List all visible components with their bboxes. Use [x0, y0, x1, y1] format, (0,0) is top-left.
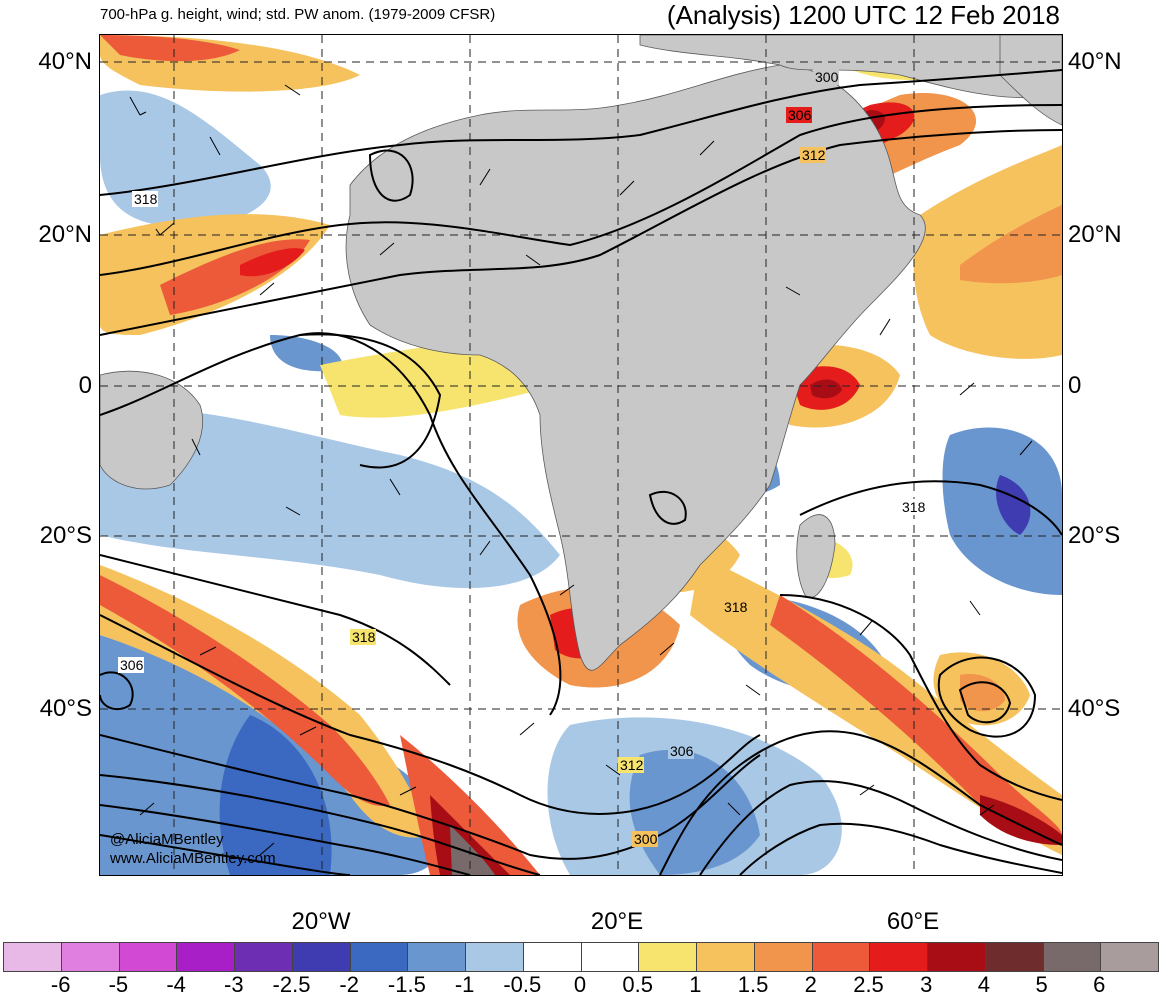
- colorbar-swatch: [177, 943, 235, 971]
- colorbar-swatch: [639, 943, 697, 971]
- map-panel: 300 306 312 318 318 318 318 306 312 306 …: [99, 34, 1063, 876]
- colorbar-swatch: [754, 943, 813, 971]
- contour-label: 300: [634, 831, 658, 847]
- contour-label: 318: [902, 499, 926, 515]
- colorbar-tick-label: 2: [804, 972, 817, 997]
- colorbar-tick-label: -1.5: [387, 972, 426, 997]
- contour-label: 318: [724, 599, 748, 615]
- credit-website: www.AliciaMBentley.com: [110, 850, 276, 867]
- contour-label: 306: [788, 107, 812, 123]
- colorbar-swatch: [119, 943, 178, 971]
- colorbar-tick-label: 1.5: [737, 972, 769, 997]
- lat-label-eq-right: 0: [1068, 372, 1082, 399]
- lat-label-20s-right: 20°S: [1068, 522, 1121, 549]
- lat-label-40n-right: 40°N: [1068, 48, 1122, 75]
- colorbar-swatch: [61, 943, 120, 971]
- credit-handle: @AliciaMBentley: [110, 831, 224, 848]
- map-title: (Analysis) 1200 UTC 12 Feb 2018: [666, 0, 1060, 30]
- colorbar-tick-label: -2.5: [272, 972, 311, 997]
- colorbar-swatch: [928, 943, 986, 971]
- colorbar-tick-label: 1: [689, 972, 702, 997]
- colorbar-tick-label: 0: [573, 972, 587, 997]
- colorbar-tick-label: -1: [454, 972, 475, 997]
- colorbar-tick-label: -2: [339, 972, 359, 997]
- colorbar-swatch: [350, 943, 409, 971]
- height-contours: [100, 69, 1062, 875]
- contour-label: 306: [120, 657, 144, 673]
- colorbar-swatch: [985, 943, 1044, 971]
- lon-label-20w: 20°W: [291, 908, 351, 935]
- colorbar-swatch: [697, 943, 755, 971]
- lon-label-60e: 60°E: [886, 908, 940, 935]
- wind-barbs: [129, 84, 1033, 856]
- contour-label: 312: [802, 147, 826, 163]
- lat-label-20n-right: 20°N: [1068, 221, 1122, 248]
- map-canvas: 300 306 312 318 318 318 318 306 312 306 …: [100, 35, 1062, 875]
- colorbar-tick-label: -6: [50, 972, 71, 997]
- contour-label: 306: [670, 743, 694, 759]
- contour-labels: 300 306 312 318 318 318 318 306 312 306 …: [118, 69, 926, 847]
- contour-label: 318: [134, 191, 158, 207]
- colorbar-swatch: [870, 943, 928, 971]
- lat-label-eq-left: 0: [78, 372, 92, 399]
- graticule: [100, 35, 1062, 875]
- map-subtitle: 700-hPa g. height, wind; std. PW anom. (…: [100, 6, 496, 23]
- contour-label: 318: [352, 629, 376, 645]
- colorbar-tick-label: 6: [1093, 972, 1106, 997]
- lat-label-40s-left: 40°S: [39, 695, 92, 722]
- colorbar-tick-label: -3: [224, 972, 244, 997]
- colorbar-swatch: [466, 943, 524, 971]
- colorbar-swatch: [292, 943, 351, 971]
- lon-label-20e: 20°E: [590, 908, 644, 935]
- colorbar-tick-label: -5: [108, 972, 129, 997]
- colorbar-tick-label: 5: [1035, 972, 1048, 997]
- lat-label-40n-left: 40°N: [38, 48, 92, 75]
- contour-label: 300: [815, 69, 839, 85]
- colorbar-swatch: [1043, 943, 1102, 971]
- contour-label: 312: [620, 757, 644, 773]
- colorbar-tick-label: -4: [166, 972, 186, 997]
- lat-label-20s-left: 20°S: [39, 522, 92, 549]
- colorbar-swatch: [523, 943, 582, 971]
- colorbar-swatch: [1101, 943, 1158, 971]
- colorbar-tick-label: 4: [977, 972, 991, 997]
- lat-label-20n-left: 20°N: [38, 221, 92, 248]
- land-areas: [100, 35, 1062, 671]
- colorbar-tick-label: 0.5: [622, 972, 653, 997]
- colorbar-swatch: [235, 943, 293, 971]
- colorbar: [3, 942, 1159, 972]
- colorbar-tick-label: 2.5: [853, 972, 884, 997]
- colorbar-swatch: [408, 943, 466, 971]
- lat-label-40s-right: 40°S: [1068, 695, 1121, 722]
- colorbar-tick-label: -0.5: [503, 972, 542, 997]
- colorbar-swatch: [812, 943, 871, 971]
- colorbar-swatch: [4, 943, 62, 971]
- colorbar-tick-label: 3: [920, 972, 933, 997]
- colorbar-swatch: [581, 943, 640, 971]
